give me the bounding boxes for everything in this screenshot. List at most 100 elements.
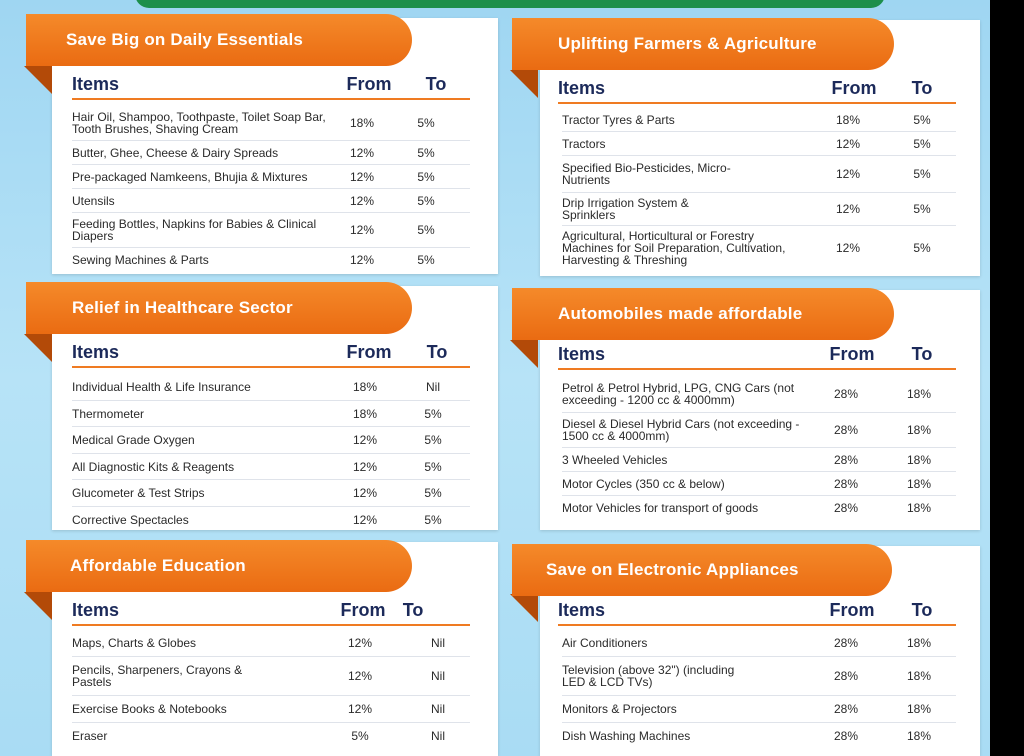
- rate-to: 18%: [906, 636, 932, 650]
- rate-to: 5%: [424, 486, 442, 500]
- table-row: Feeding Bottles, Napkins for Babies & Cl…: [72, 213, 470, 248]
- section-title-daily-essentials: Save Big on Daily Essentials: [26, 14, 412, 66]
- table-header: Items From To: [72, 342, 470, 368]
- rate-to: Nil: [426, 380, 440, 394]
- rate-to: 5%: [913, 136, 931, 151]
- item-name: Monitors & Projectors: [562, 702, 677, 716]
- table-body: Air Conditioners 28% 18% Television (abo…: [562, 630, 956, 749]
- item-name: Glucometer & Test Strips: [72, 486, 205, 500]
- section-title-farmers-agriculture: Uplifting Farmers & Agriculture: [512, 18, 894, 70]
- header-items: Items: [558, 78, 606, 98]
- rate-to: 5%: [913, 112, 931, 127]
- table-body: Hair Oil, Shampoo, Toothpaste, Toilet So…: [72, 106, 470, 272]
- table-row: Corrective Spectacles 12% 5%: [72, 507, 470, 533]
- ribbon-fold: [510, 70, 538, 98]
- item-name: Eraser: [72, 729, 108, 743]
- table-row: Diesel & Diesel Hybrid Cars (not exceedi…: [562, 413, 956, 448]
- table-row: Air Conditioners 28% 18%: [562, 630, 956, 657]
- rate-from: 12%: [349, 223, 375, 237]
- header-items: Items: [72, 600, 120, 620]
- item-name: Motor Vehicles for transport of goods: [562, 501, 759, 515]
- rate-from: 12%: [349, 193, 375, 208]
- rate-to: 18%: [906, 476, 932, 491]
- table-body: Maps, Charts & Globes 12% Nil Pencils, S…: [72, 630, 470, 749]
- table-row: Medical Grade Oxygen 12% 5%: [72, 427, 470, 454]
- header-items: Items: [72, 342, 120, 362]
- table-row: All Diagnostic Kits & Reagents 12% 5%: [72, 454, 470, 480]
- item-name: Tractor Tyres & Parts: [562, 112, 675, 127]
- rate-from: 12%: [835, 167, 861, 181]
- table-row: Monitors & Projectors 28% 18%: [562, 696, 956, 723]
- section-title-healthcare: Relief in Healthcare Sector: [26, 282, 412, 334]
- item-name: Sewing Machines & Parts: [72, 253, 209, 267]
- item-name: Feeding Bottles, Napkins for Babies & Cl…: [72, 217, 317, 243]
- rate-from: 12%: [347, 669, 373, 683]
- table-header: Items From To: [72, 600, 470, 626]
- item-name: Individual Health & Life Insurance: [72, 380, 251, 394]
- rate-from: 12%: [347, 636, 373, 650]
- table-row: Pencils, Sharpeners, Crayons & Pastels 1…: [72, 657, 470, 696]
- item-name: Television (above 32") (including LED & …: [562, 663, 735, 689]
- item-name: Diesel & Diesel Hybrid Cars (not exceedi…: [562, 417, 800, 443]
- rate-to: 5%: [417, 193, 435, 208]
- rate-to: 5%: [424, 459, 442, 474]
- table-row: Butter, Ghee, Cheese & Dairy Spreads 12%…: [72, 141, 470, 165]
- table-body: Individual Health & Life Insurance 18% N…: [72, 374, 470, 533]
- table-row: Drip Irrigation System & Sprinklers 12% …: [562, 193, 956, 226]
- table-row: Exercise Books & Notebooks 12% Nil: [72, 696, 470, 723]
- ribbon-fold: [510, 340, 538, 368]
- rate-from: 28%: [833, 452, 859, 467]
- table-header: Items From To: [558, 78, 956, 104]
- table-row: Tractor Tyres & Parts 18% 5%: [562, 108, 956, 132]
- rate-from: 18%: [352, 380, 378, 394]
- rate-to: 5%: [417, 145, 435, 160]
- rate-to: 18%: [906, 387, 932, 401]
- table-header: Items From To: [558, 344, 956, 370]
- rate-to: 18%: [906, 702, 932, 716]
- item-name: Maps, Charts & Globes: [72, 636, 197, 650]
- item-name: Tractors: [562, 136, 606, 151]
- item-name: Air Conditioners: [562, 636, 648, 650]
- rate-to: 5%: [424, 433, 442, 447]
- item-name: Thermometer: [72, 406, 145, 421]
- item-name: Corrective Spectacles: [72, 513, 189, 527]
- rate-from: 28%: [833, 636, 859, 650]
- table-row: Utensils 12% 5%: [72, 189, 470, 213]
- table-row: Petrol & Petrol Hybrid, LPG, CNG Cars (n…: [562, 376, 956, 413]
- header-from: From: [829, 344, 875, 364]
- header-items: Items: [72, 74, 120, 94]
- rate-from: 28%: [833, 702, 859, 716]
- header-to: To: [911, 78, 933, 98]
- top-banner-edge: [135, 0, 885, 8]
- table-row: 3 Wheeled Vehicles 28% 18%: [562, 448, 956, 472]
- item-name: Exercise Books & Notebooks: [72, 702, 227, 716]
- rate-from: 12%: [349, 253, 375, 267]
- rate-from: 12%: [349, 169, 375, 184]
- table-row: Sewing Machines & Parts 12% 5%: [72, 248, 470, 272]
- item-name: Agricultural, Horticultural or Forestry …: [562, 229, 786, 267]
- table-row: Motor Vehicles for transport of goods 28…: [562, 496, 956, 520]
- rate-from: 28%: [833, 387, 859, 401]
- item-name: Dish Washing Machines: [562, 729, 691, 743]
- ribbon-fold: [510, 594, 538, 622]
- table-row: Specified Bio-Pesticides, Micro-Nutrient…: [562, 156, 956, 193]
- item-name: Pencils, Sharpeners, Crayons & Pastels: [72, 663, 243, 689]
- rate-to: 18%: [906, 423, 932, 437]
- item-name: All Diagnostic Kits & Reagents: [72, 459, 235, 474]
- rate-to: Nil: [431, 702, 445, 716]
- rate-from: 12%: [835, 136, 861, 151]
- header-to: To: [911, 600, 933, 620]
- rate-to: 5%: [417, 116, 435, 130]
- item-name: Utensils: [72, 193, 115, 208]
- item-name: 3 Wheeled Vehicles: [562, 452, 668, 467]
- rate-to: 5%: [424, 406, 442, 421]
- item-name: Butter, Ghee, Cheese & Dairy Spreads: [72, 145, 279, 160]
- rate-from: 12%: [349, 145, 375, 160]
- rate-from: 28%: [833, 476, 859, 491]
- rate-from: 28%: [833, 501, 859, 515]
- item-name: Specified Bio-Pesticides, Micro-Nutrient…: [562, 161, 731, 187]
- table-row: Television (above 32") (including LED & …: [562, 657, 956, 696]
- table-row: Agricultural, Horticultural or Forestry …: [562, 226, 956, 270]
- table-row: Motor Cycles (350 cc & below) 28% 18%: [562, 472, 956, 496]
- rate-to: 5%: [417, 253, 435, 267]
